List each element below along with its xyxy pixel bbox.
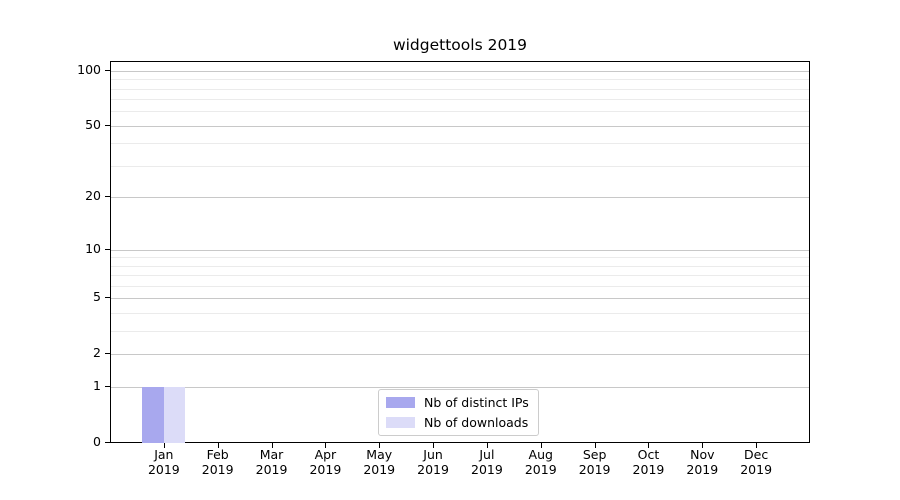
legend-swatch [386,417,415,428]
x-tick-label: Feb 2019 [201,447,234,477]
y-tick-mark [105,69,110,71]
x-tick-mark [433,443,435,448]
gridline-minor [111,99,809,101]
gridline-major [111,197,809,199]
y-tick-label: 1 [93,378,101,394]
x-tick-mark [486,443,488,448]
x-tick-label: Mar 2019 [255,447,288,477]
x-tick-mark [163,443,165,448]
x-tick-mark [325,443,327,448]
gridline-major [111,298,809,300]
gridline-major [111,354,809,356]
y-tick-label: 20 [85,188,101,204]
x-tick-mark [217,443,219,448]
gridline-major [111,387,809,389]
x-tick-label: Aug 2019 [524,447,557,477]
y-tick-mark [105,124,110,126]
bar-nb-of-distinct-ips [142,387,164,443]
y-tick-label: 100 [77,61,101,77]
y-tick-mark [105,353,110,355]
x-tick-mark [756,443,758,448]
gridline-minor [111,111,809,113]
gridline-minor [111,265,809,267]
x-tick-label: May 2019 [363,447,396,477]
gridline-minor [111,257,809,259]
plot-area [110,61,810,443]
gridline-major [111,125,809,127]
y-tick-mark [105,386,110,388]
y-tick-label: 5 [93,289,101,305]
gridline-major [111,249,809,251]
y-tick-label: 0 [93,434,101,449]
bar-nb-of-downloads [163,387,186,443]
x-tick-label: Dec 2019 [740,447,773,477]
x-tick-label: Apr 2019 [309,447,342,477]
x-tick-label: Sep 2019 [578,447,611,477]
legend-label: Nb of distinct IPs [424,395,529,410]
gridline-minor [111,143,809,145]
y-tick-label: 2 [93,345,101,361]
gridline-major [111,70,809,72]
gridline-minor [111,166,809,168]
x-tick-label: Jan 2019 [147,447,180,477]
chart-title: widgettools 2019 [392,36,528,54]
x-tick-label: Nov 2019 [686,447,719,477]
x-tick-label: Oct 2019 [632,447,665,477]
y-tick-mark [105,248,110,250]
y-tick-label: 10 [85,240,101,256]
y-tick-label: 50 [85,116,101,132]
legend-label: Nb of downloads [424,415,529,430]
y-tick-mark [105,196,110,198]
y-tick-mark [105,297,110,299]
x-tick-label: Jul 2019 [471,447,503,477]
x-tick-mark [648,443,650,448]
gridline-minor [111,275,809,277]
x-tick-mark [594,443,596,448]
x-tick-mark [540,443,542,448]
x-tick-mark [379,443,381,448]
legend-item-nb-of-downloads: Nb of downloads [386,415,529,430]
legend: Nb of distinct IPs Nb of downloads [378,389,539,436]
x-tick-mark [271,443,273,448]
legend-item-nb-of-distinct-ips: Nb of distinct IPs [386,395,529,410]
x-tick-mark [702,443,704,448]
gridline-minor [111,88,809,90]
gridline-minor [111,313,809,315]
gridline-minor [111,79,809,81]
legend-swatch [386,397,415,408]
gridline-minor [111,331,809,333]
gridline-minor [111,286,809,288]
x-tick-label: Jun 2019 [417,447,449,477]
y-tick-mark [105,442,110,443]
